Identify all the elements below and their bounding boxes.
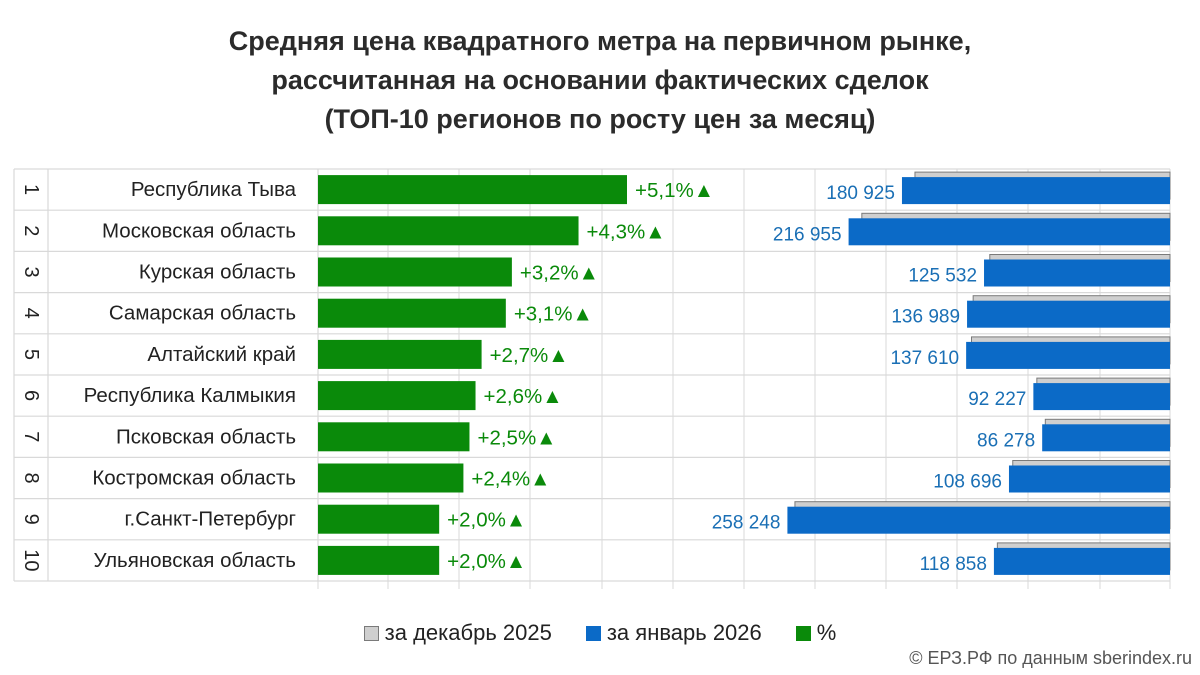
pct-bar bbox=[318, 257, 512, 287]
price-data-label: 125 532 bbox=[908, 266, 977, 287]
price-bar-jan bbox=[848, 218, 1170, 246]
price-data-label: 92 227 bbox=[968, 389, 1026, 410]
rank-label: 7 bbox=[20, 431, 42, 442]
price-bar-jan bbox=[1042, 424, 1170, 452]
rank-label: 1 bbox=[20, 184, 42, 195]
legend-item-pct: % bbox=[795, 620, 837, 646]
price-bar-jan bbox=[993, 547, 1170, 575]
pct-bar bbox=[318, 422, 470, 452]
price-data-label: 216 955 bbox=[773, 224, 842, 245]
pct-data-label: +2,7%▲ bbox=[490, 344, 569, 367]
rank-label: 10 bbox=[20, 549, 42, 571]
legend-label-jan: за январь 2026 bbox=[606, 620, 762, 645]
pct-bar bbox=[318, 175, 627, 205]
rank-label: 9 bbox=[20, 514, 42, 525]
chart-title-line-3: (ТОП-10 регионов по росту цен за месяц) bbox=[324, 104, 876, 134]
price-data-label: 180 925 bbox=[826, 183, 895, 204]
price-bar-jan bbox=[1008, 465, 1170, 493]
region-label: Ульяновская область bbox=[93, 549, 296, 572]
rank-label: 3 bbox=[20, 266, 42, 277]
price-data-label: 108 696 bbox=[933, 472, 1002, 493]
price-data-label: 258 248 bbox=[712, 513, 781, 534]
rank-label: 4 bbox=[20, 308, 42, 319]
pct-data-label: +2,4%▲ bbox=[471, 468, 550, 491]
legend-swatch-jan bbox=[585, 625, 601, 641]
pct-data-label: +2,0%▲ bbox=[447, 550, 526, 573]
pct-data-label: +3,2%▲ bbox=[520, 262, 599, 285]
chart-title-line-1: Средняя цена квадратного метра на первич… bbox=[228, 26, 972, 56]
legend-swatch-dec bbox=[363, 625, 379, 641]
region-label: Костромская область bbox=[92, 467, 296, 490]
pct-bar bbox=[318, 545, 440, 575]
chart-title: Средняя цена квадратного метра на первич… bbox=[0, 22, 1200, 139]
rank-label: 5 bbox=[20, 349, 42, 360]
price-bar-jan bbox=[1033, 383, 1170, 411]
pct-data-label: +5,1%▲ bbox=[635, 179, 714, 202]
region-label: Алтайский край bbox=[147, 343, 296, 366]
pct-bar bbox=[318, 339, 482, 369]
price-bar-jan bbox=[967, 300, 1170, 328]
rank-label: 8 bbox=[20, 472, 42, 483]
pct-data-label: +4,3%▲ bbox=[587, 220, 666, 243]
pct-data-label: +2,0%▲ bbox=[447, 509, 526, 532]
pct-bar bbox=[318, 381, 476, 411]
chart-title-line-2: рассчитанная на основании фактических сд… bbox=[271, 65, 929, 95]
pct-bar bbox=[318, 298, 506, 328]
pct-data-label: +3,1%▲ bbox=[514, 303, 593, 326]
region-label: Московская область bbox=[102, 219, 296, 242]
legend-swatch-pct bbox=[795, 625, 811, 641]
pct-bar bbox=[318, 504, 440, 534]
price-data-label: 136 989 bbox=[891, 307, 960, 328]
legend-item-dec: за декабрь 2025 bbox=[363, 620, 552, 646]
region-label: г.Санкт-Петербург bbox=[125, 508, 296, 531]
rank-label: 6 bbox=[20, 390, 42, 401]
price-data-label: 118 858 bbox=[920, 554, 987, 575]
pct-data-label: +2,5%▲ bbox=[477, 426, 556, 449]
pct-bar bbox=[318, 216, 579, 246]
pct-data-label: +2,6%▲ bbox=[484, 385, 563, 408]
region-label: Курская область bbox=[139, 261, 296, 284]
region-label: Псковская область bbox=[116, 425, 296, 448]
price-data-label: 86 278 bbox=[977, 430, 1035, 451]
region-label: Республика Тыва bbox=[131, 178, 297, 201]
copyright-footer: © ЕРЗ.РФ по данным sberindex.ru bbox=[909, 648, 1192, 668]
price-data-label: 137 610 bbox=[890, 348, 959, 369]
price-bar-jan bbox=[984, 259, 1170, 287]
chart-legend: за декабрь 2025 за январь 2026 % bbox=[0, 620, 1200, 646]
price-bar-jan bbox=[901, 177, 1170, 205]
price-bar-jan bbox=[787, 506, 1170, 534]
price-bar-jan bbox=[966, 341, 1170, 369]
legend-label-dec: за декабрь 2025 bbox=[384, 620, 552, 645]
region-label: Республика Калмыкия bbox=[84, 384, 296, 407]
pct-bar bbox=[318, 463, 464, 493]
rank-label: 2 bbox=[20, 225, 42, 236]
region-label: Самарская область bbox=[109, 302, 296, 325]
legend-item-jan: за январь 2026 bbox=[585, 620, 762, 646]
legend-label-pct: % bbox=[816, 620, 837, 645]
